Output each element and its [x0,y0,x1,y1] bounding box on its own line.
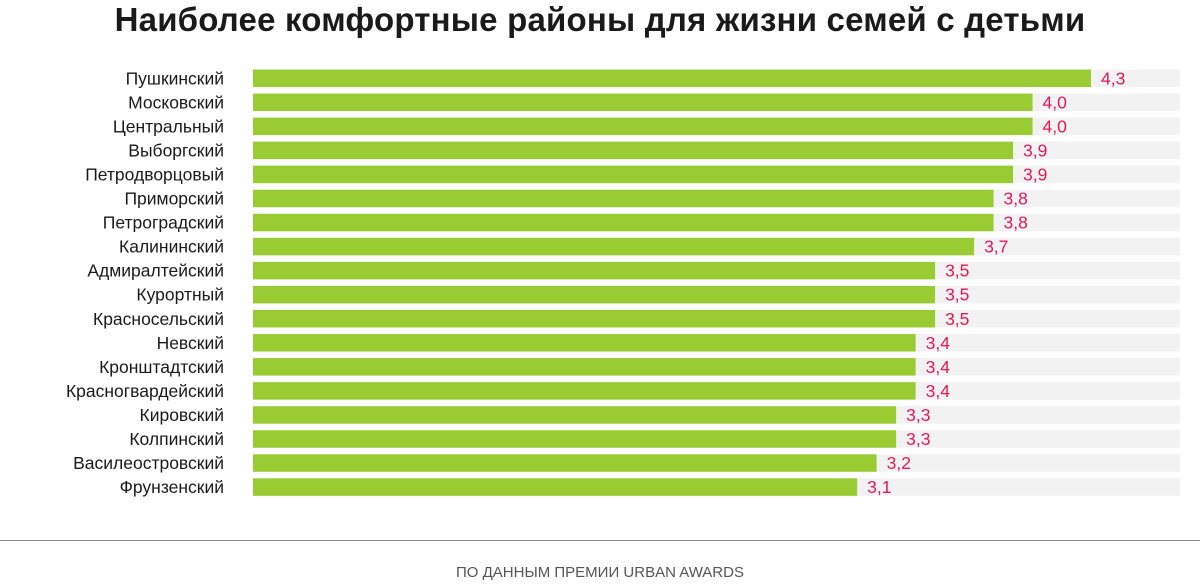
category-label: Приморский [124,189,224,209]
category-label: Фрунзенский [120,477,224,497]
category-label: Кировский [140,405,225,425]
data-label: 3,9 [1023,164,1047,184]
data-label: 3,1 [867,477,891,497]
bar [253,358,916,376]
bar [253,382,916,400]
bar [253,310,936,328]
bar [253,406,897,424]
category-label: Красносельский [93,309,224,329]
category-label: Кронштадтский [99,357,224,377]
category-label: Курортный [136,285,224,305]
data-label: 3,8 [1004,213,1028,233]
bar [253,285,936,304]
data-label: 4,3 [1101,68,1125,88]
data-label: 3,4 [926,333,951,353]
bar [253,478,858,496]
bar [253,69,1091,87]
data-label: 3,3 [906,405,930,425]
bar [253,261,936,280]
category-label: Пушкинский [126,68,224,88]
data-label: 3,5 [945,285,969,305]
data-label: 3,2 [887,453,911,473]
data-label: 3,9 [1023,140,1047,160]
category-label: Выборгский [128,140,224,160]
chart-title: Наиболее комфортные районы для жизни сем… [114,1,1086,38]
data-label: 3,7 [984,237,1008,257]
category-label: Калининский [119,237,224,257]
category-label: Красногвардейский [66,381,224,401]
data-label: 3,4 [926,357,951,377]
data-label: 4,0 [1043,92,1068,112]
bar [253,141,1014,160]
category-label: Центральный [113,116,224,136]
footer-divider [0,540,1200,541]
bar-chart: Пушкинский 4,3 Московский 4,0 Центральный 4,0… [66,68,1180,497]
category-label: Колпинский [129,429,224,449]
bar [253,454,877,472]
data-label: 3,5 [945,309,969,329]
data-label: 3,3 [906,429,930,449]
data-label: 3,8 [1004,189,1028,209]
bar [253,165,1014,184]
bar [253,334,916,352]
bar [253,93,1033,112]
bar [253,213,994,232]
category-label: Петродворцовый [85,164,224,184]
bar [253,189,994,208]
bar [253,117,1033,136]
bar [253,430,897,448]
category-label: Адмиралтейский [87,261,224,281]
data-label: 3,4 [926,381,951,401]
category-label: Василеостровский [73,453,224,473]
category-label: Московский [128,92,224,112]
category-label: Петроградский [103,213,224,233]
data-label: 3,5 [945,261,969,281]
bar [253,237,975,256]
source-note: ПО ДАННЫМ ПРЕМИИ URBAN AWARDS [456,564,744,581]
category-label: Невский [157,333,224,353]
data-label: 4,0 [1043,116,1068,136]
